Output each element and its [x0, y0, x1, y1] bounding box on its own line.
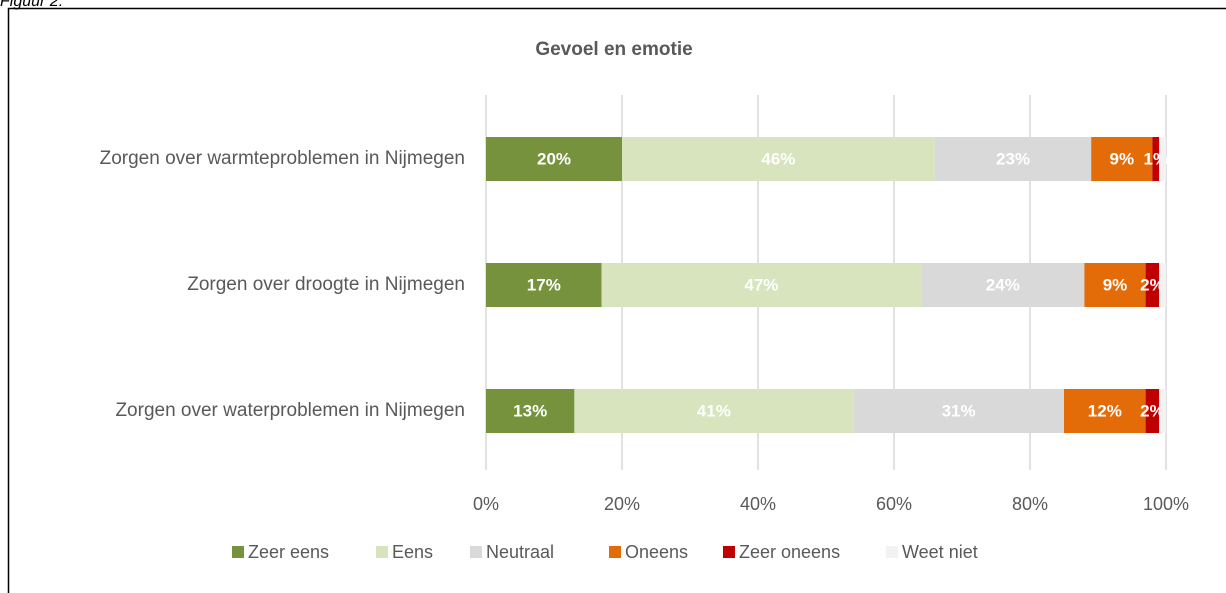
legend-swatch: [723, 546, 735, 558]
x-tick-label: 20%: [604, 494, 640, 514]
category-label: Zorgen over warmteproblemen in Nijmegen: [100, 148, 465, 169]
data-label: 23%: [996, 149, 1030, 168]
bar-segment: [1145, 389, 1160, 433]
bar-segment: [1145, 263, 1160, 307]
legend-swatch: [470, 546, 482, 558]
data-label: 9%: [1103, 275, 1128, 294]
bar-segment: [574, 389, 854, 433]
data-label: 31%: [942, 401, 976, 420]
legend-label: Zeer eens: [248, 542, 329, 562]
legend-label: Eens: [392, 542, 433, 562]
x-tick-label: 100%: [1143, 494, 1189, 514]
bar-segment: [601, 263, 922, 307]
bar-segment: [1064, 389, 1146, 433]
legend-swatch: [376, 546, 388, 558]
legend-swatch: [609, 546, 621, 558]
bar-segment: [1159, 137, 1166, 181]
bar-segment: [486, 137, 622, 181]
data-label: 2%: [1140, 401, 1165, 420]
data-label: 24%: [986, 275, 1020, 294]
bar-segment: [1159, 389, 1166, 433]
legend-label: Zeer oneens: [739, 542, 840, 562]
category-label: Zorgen over waterproblemen in Nijmegen: [115, 400, 465, 421]
data-label: 9%: [1110, 149, 1135, 168]
x-tick-label: 0%: [473, 494, 499, 514]
chart-title: Gevoel en emotie: [535, 39, 692, 60]
bar-segment: [1091, 137, 1153, 181]
data-label: 12%: [1088, 401, 1122, 420]
bar-segment: [934, 137, 1092, 181]
data-label: 17%: [527, 275, 561, 294]
data-label: 47%: [744, 275, 778, 294]
caption: Figuur 2.: [0, 0, 63, 10]
bar-segment: [1084, 263, 1146, 307]
category-label: Zorgen over droogte in Nijmegen: [187, 274, 465, 295]
legend-swatch: [232, 546, 244, 558]
bar-segment: [622, 137, 935, 181]
x-tick-label: 40%: [740, 494, 776, 514]
data-label: 2%: [1140, 275, 1165, 294]
data-label: 46%: [761, 149, 795, 168]
legend-label: Neutraal: [486, 542, 554, 562]
x-tick-label: 80%: [1012, 494, 1048, 514]
bar-segment: [921, 263, 1085, 307]
bar-segment: [853, 389, 1064, 433]
bar-segment: [486, 389, 575, 433]
legend-label: Weet niet: [902, 542, 978, 562]
data-label: 20%: [537, 149, 571, 168]
data-label: 41%: [697, 401, 731, 420]
frame: [7, 7, 1226, 593]
bar-segment: [1159, 263, 1166, 307]
bar-segment: [1152, 137, 1160, 181]
data-label: 13%: [513, 401, 547, 420]
bar-segment: [486, 263, 602, 307]
legend-swatch: [886, 546, 898, 558]
x-tick-label: 60%: [876, 494, 912, 514]
legend-label: Oneens: [625, 542, 688, 562]
